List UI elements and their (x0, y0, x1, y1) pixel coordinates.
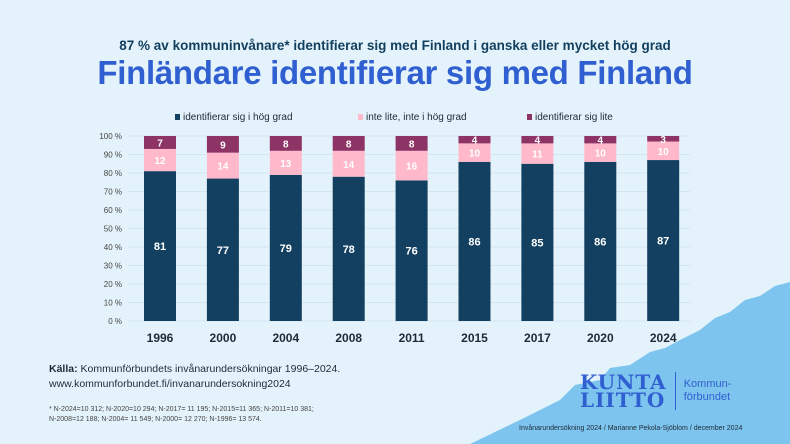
bar-segment (206, 178, 239, 321)
x-tick-label: 2004 (272, 331, 299, 345)
y-tick-label: 20 % (104, 280, 122, 289)
chart-title: Finländare identifierar sig med Finland (97, 54, 693, 91)
x-tick-label: 1996 (147, 331, 174, 345)
legend-label: identifierar sig lite (535, 112, 613, 123)
chart-subtitle: 87 % av kommuninvånare* identifierar sig… (119, 38, 671, 53)
data-label: 3 (660, 135, 666, 146)
footer-text: Invånarundersökning 2024 / Marianne Peko… (519, 425, 743, 432)
bar-segment (332, 176, 365, 321)
stacked-bar-chart: 0 % 10 % 20 % 30 % 40 % 50 % 60 % 70 % 80 % 90 % 1… (99, 112, 690, 345)
data-label: 4 (598, 136, 604, 147)
bar-segment (144, 136, 176, 149)
bar-segment (458, 136, 491, 144)
logo-sub1: Kommun- (683, 378, 732, 390)
y-tick-label: 50 % (104, 225, 122, 234)
y-tick-label: 30 % (104, 262, 122, 271)
y-tick-label: 80 % (104, 169, 122, 178)
bar-segment (395, 180, 428, 321)
x-tick-label: 2011 (399, 331, 425, 345)
data-label: 11 (532, 150, 543, 161)
data-label: 8 (283, 139, 289, 150)
data-label: 8 (346, 139, 352, 150)
data-label: 86 (468, 236, 480, 248)
x-tick-label: 2017 (524, 331, 551, 345)
data-label: 12 (154, 156, 166, 167)
y-tick-label: 100 % (99, 132, 122, 141)
bar-segment (458, 143, 491, 162)
data-label: 8 (409, 139, 415, 150)
y-tick-label: 0 % (108, 317, 122, 326)
data-label: 16 (406, 162, 418, 173)
note-line: N-2008=12 188; N-2004= 11 549; N-2000= 1… (49, 416, 262, 423)
x-tick-label: 2024 (650, 331, 677, 345)
data-label: 87 (657, 236, 669, 248)
y-tick-label: 40 % (104, 243, 122, 252)
note-line: * N-2024=10 312; N-2020=10 294; N-2017= … (49, 406, 314, 413)
legend-swatch (527, 114, 532, 120)
source-description: Kommunförbundets invånarundersökningar 1… (77, 363, 341, 375)
bar-segment (647, 136, 680, 142)
logo-divider (674, 372, 676, 410)
data-label: 86 (594, 236, 606, 248)
y-tick-label: 90 % (104, 151, 122, 160)
sample-size-note: * N-2024=10 312; N-2020=10 294; N-2017= … (49, 405, 314, 425)
legend-swatch (175, 114, 180, 120)
data-label: 4 (472, 136, 478, 147)
logo-line2: LIITTO (580, 388, 666, 412)
x-tick-label: 2008 (335, 331, 362, 345)
data-label: 78 (343, 244, 355, 256)
logo-line1: KUNTA (580, 370, 667, 394)
data-label: 77 (217, 245, 229, 257)
bar-segment (584, 143, 617, 162)
kuntaliitto-logo: KUNTA LIITTO Kommun-förbundet (580, 372, 731, 410)
bar-segment (521, 136, 554, 144)
data-label: 10 (658, 147, 670, 158)
legend-label: inte lite, inte i hög grad (366, 112, 467, 123)
data-label: 4 (535, 136, 541, 147)
data-label: 10 (595, 149, 607, 160)
data-label: 7 (157, 138, 163, 149)
bar-segment (584, 161, 617, 321)
y-tick-label: 60 % (104, 206, 122, 215)
data-label: 76 (405, 246, 417, 258)
bar-segment (647, 141, 680, 161)
bar-segment (332, 150, 365, 177)
bar-segment (144, 148, 176, 172)
data-label: 13 (280, 159, 292, 170)
bar-segment (395, 136, 428, 151)
data-label: 81 (154, 241, 166, 253)
source-text: Källa: Kommunförbundets invånarundersökn… (49, 362, 340, 392)
data-label: 14 (343, 160, 355, 171)
data-label: 9 (220, 140, 226, 151)
bar-segment (521, 163, 554, 321)
bar-segment (332, 136, 365, 151)
legend-swatch (358, 114, 363, 120)
y-tick-label: 10 % (104, 299, 122, 308)
x-tick-label: 2020 (587, 331, 614, 345)
source-url[interactable]: www.kommunforbundet.fi/invanarundersokni… (49, 378, 291, 390)
bar-segment (647, 160, 680, 321)
bar-segment (269, 136, 302, 151)
legend-label: identifierar sig i hög grad (183, 112, 293, 123)
logo-sub2: förbundet (683, 391, 731, 403)
bar-segment (458, 161, 491, 321)
x-tick-label: 2015 (461, 331, 488, 345)
bar-segment (269, 150, 302, 175)
bar-segment (269, 174, 302, 321)
bar-segment (206, 152, 239, 179)
data-label: 79 (280, 243, 292, 255)
y-tick-label: 70 % (104, 188, 122, 197)
data-label: 10 (469, 149, 481, 160)
x-tick-label: 2000 (210, 331, 237, 345)
data-label: 85 (531, 237, 543, 249)
bar-segment (144, 171, 176, 321)
bar-segment (584, 136, 617, 144)
data-label: 14 (217, 162, 229, 173)
bar-segment (395, 150, 428, 181)
bar-segment (521, 143, 554, 164)
bar-segment (206, 136, 239, 153)
source-label: Källa: (49, 363, 78, 375)
